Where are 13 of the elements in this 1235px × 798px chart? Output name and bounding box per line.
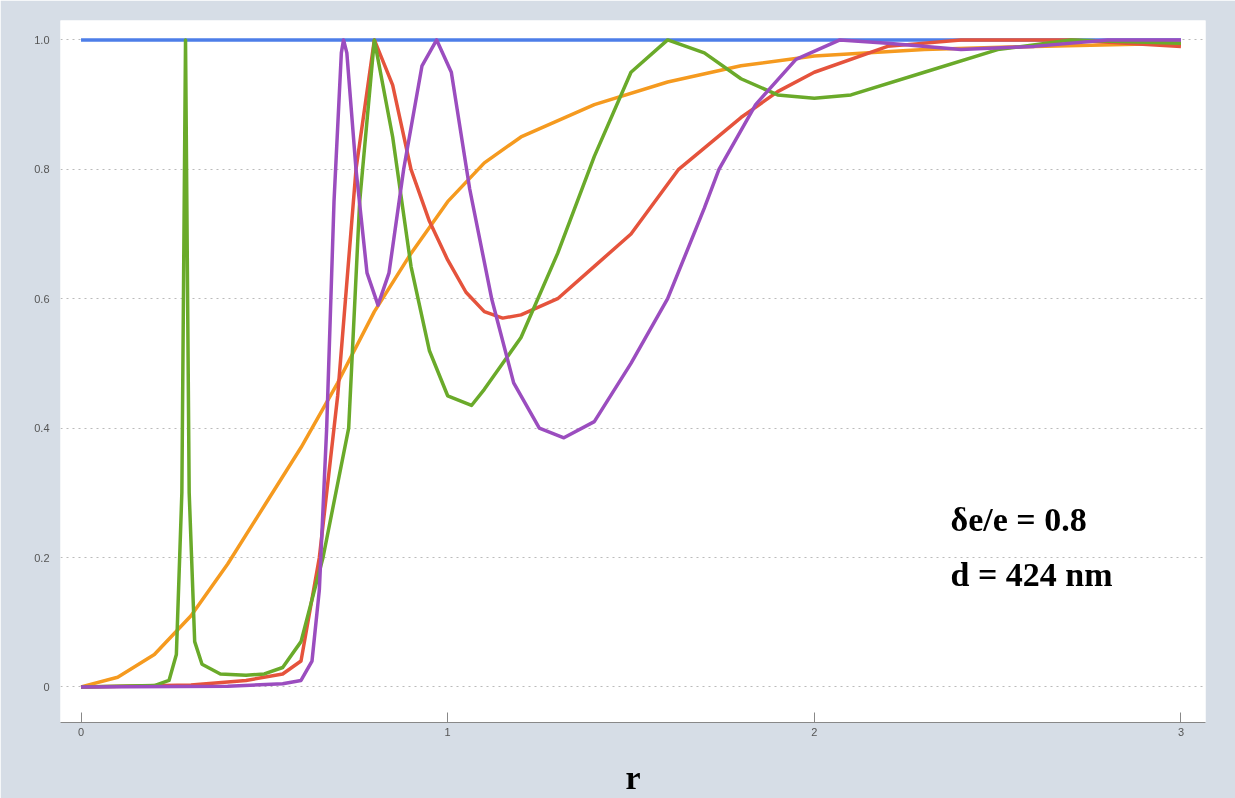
x-tick-label: 1 bbox=[444, 725, 451, 738]
x-axis-title: r bbox=[625, 758, 641, 796]
y-tick-label: 0 bbox=[43, 680, 50, 693]
y-tick-label: 0.6 bbox=[34, 292, 50, 305]
x-tick-label: 2 bbox=[811, 725, 818, 738]
y-tick-label: 1.0 bbox=[34, 33, 50, 46]
annotation: δe/e = 0.8 bbox=[950, 500, 1087, 538]
y-tick-label: 0.2 bbox=[34, 551, 50, 564]
annotation: d = 424 nm bbox=[950, 555, 1113, 593]
y-tick-label: 0.4 bbox=[34, 422, 50, 435]
y-tick-label: 0.8 bbox=[34, 163, 50, 176]
x-tick-label: 0 bbox=[77, 725, 85, 738]
x-tick-label: 3 bbox=[1177, 725, 1184, 738]
